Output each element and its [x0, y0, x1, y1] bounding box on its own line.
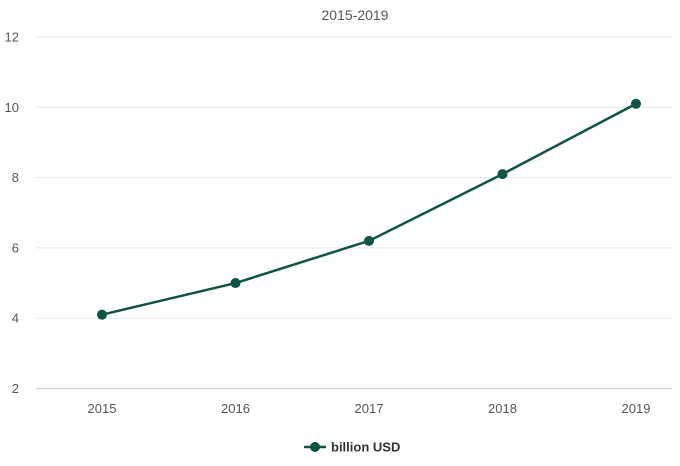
x-tick-label: 2019 — [622, 401, 651, 416]
x-tick-label: 2016 — [221, 401, 250, 416]
x-axis-tick-labels: 2015 2016 2017 2018 2019 — [88, 401, 651, 416]
data-point — [497, 169, 508, 180]
data-point — [364, 235, 374, 246]
y-tick-label: 8 — [12, 170, 19, 185]
x-tick-label: 2017 — [355, 401, 384, 416]
series-line — [101, 102, 637, 316]
chart-title: 2015-2019 — [322, 7, 389, 23]
x-tick-label: 2015 — [88, 401, 117, 416]
y-tick-label: 4 — [12, 311, 19, 326]
legend-swatch-marker — [310, 442, 320, 452]
y-tick-label: 12 — [5, 30, 19, 45]
legend-label: billion USD — [331, 440, 400, 455]
series-group — [97, 98, 641, 320]
legend: billion USD — [304, 440, 400, 455]
gridlines — [36, 36, 672, 319]
data-point — [631, 98, 641, 109]
x-tick-label: 2018 — [488, 401, 517, 416]
y-axis-tick-labels: 2 4 6 8 10 12 — [5, 30, 19, 397]
data-point — [97, 309, 107, 320]
y-tick-label: 2 — [12, 381, 19, 396]
y-tick-label: 6 — [12, 240, 19, 255]
y-tick-label: 10 — [5, 100, 19, 115]
data-point — [230, 278, 241, 289]
